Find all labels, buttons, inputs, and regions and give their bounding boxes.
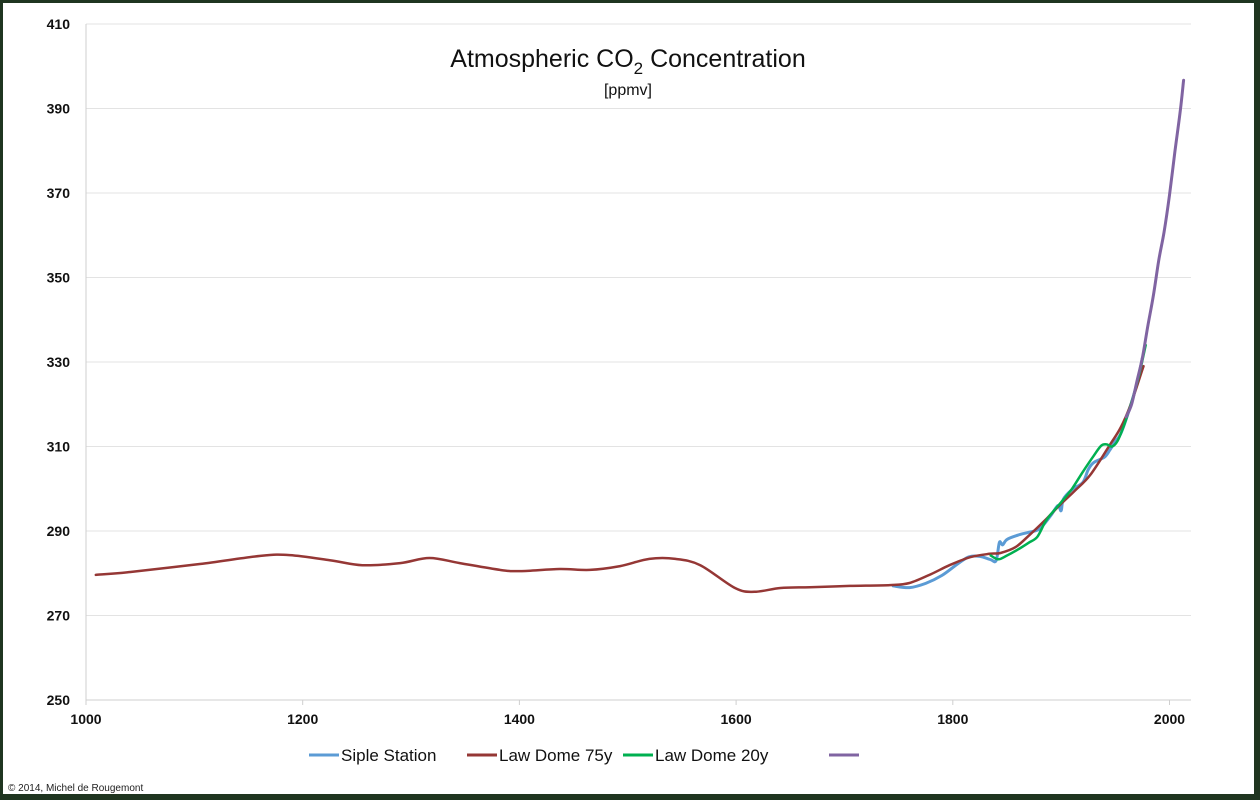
chart-frame: 250 270 290 310 330 350 370 390 410 1000 1200 1400… bbox=[3, 3, 1254, 794]
legend-item-law-dome-20y[interactable]: Law Dome 20y bbox=[623, 746, 769, 765]
x-tick-label: 1400 bbox=[504, 711, 535, 727]
y-axis-ticks: 250 270 290 310 330 350 370 390 410 bbox=[47, 16, 71, 708]
x-tick-label: 1000 bbox=[70, 711, 101, 727]
co2-chart: 250 270 290 310 330 350 370 390 410 1000 1200 1400… bbox=[47, 16, 1191, 765]
y-tick-label: 310 bbox=[47, 439, 71, 455]
x-tick-label: 1200 bbox=[287, 711, 318, 727]
x-tick-label: 2000 bbox=[1154, 711, 1185, 727]
y-tick-label: 250 bbox=[47, 692, 71, 708]
y-tick-label: 390 bbox=[47, 101, 71, 117]
x-axis-ticks: 1000 1200 1400 1600 1800 2000 bbox=[70, 700, 1185, 727]
chart-title: Atmospheric CO2 Concentration [ppmv] bbox=[450, 45, 805, 99]
legend-label: Law Dome 20y bbox=[655, 746, 769, 765]
legend-item-law-dome-75y[interactable]: Law Dome 75y bbox=[467, 746, 613, 765]
legend-item-siple-station[interactable]: Siple Station bbox=[309, 746, 436, 765]
y-tick-label: 270 bbox=[47, 608, 71, 624]
y-tick-label: 370 bbox=[47, 185, 71, 201]
legend-label: Siple Station bbox=[341, 746, 436, 765]
y-tick-label: 350 bbox=[47, 270, 71, 286]
chart-title-text: Atmospheric CO2 Concentration bbox=[450, 45, 805, 78]
series-line-unnamed-series bbox=[1124, 78, 1186, 419]
gridlines bbox=[86, 23, 1191, 616]
y-tick-label: 330 bbox=[47, 354, 71, 370]
x-tick-label: 1600 bbox=[721, 711, 752, 727]
legend[interactable]: Siple Station Law Dome 75y Law Dome 20y bbox=[309, 746, 859, 765]
y-tick-label: 410 bbox=[47, 16, 71, 32]
series-line-siple-station bbox=[891, 356, 1144, 590]
axes bbox=[85, 24, 1191, 701]
chart-subtitle: [ppmv] bbox=[604, 82, 652, 99]
legend-label: Law Dome 75y bbox=[499, 746, 613, 765]
y-tick-label: 290 bbox=[47, 523, 71, 539]
series-lines bbox=[94, 78, 1186, 594]
x-tick-label: 1800 bbox=[937, 711, 968, 727]
series-line-law-dome-20y bbox=[989, 343, 1147, 561]
copyright-text: © 2014, Michel de Rougemont bbox=[8, 783, 144, 794]
